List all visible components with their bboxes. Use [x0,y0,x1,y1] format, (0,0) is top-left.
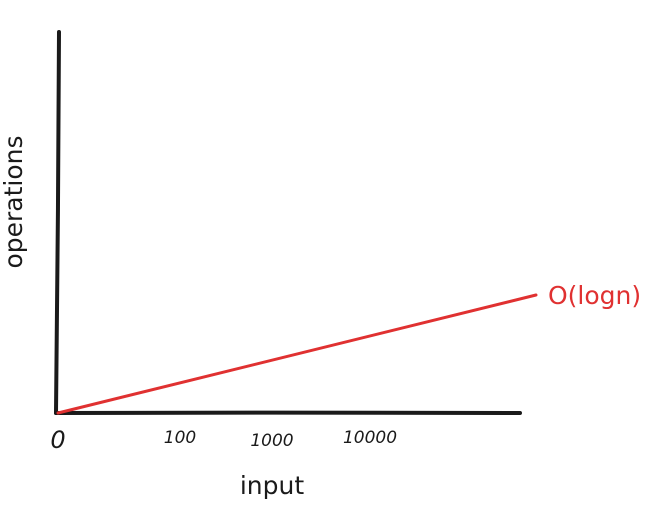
series-group: O(logn) [56,281,641,415]
x-tick-label: 100 [164,428,196,448]
x-origin-label: 0 [50,426,65,454]
x-tick-label: 1000 [250,431,293,451]
series-label-0: O(logn) [548,281,641,310]
y-axis-label: operations [0,135,28,268]
series-line-0 [56,293,538,415]
x-axis-label: input [240,471,305,500]
y-axis [54,30,61,415]
x-tick-label: 10000 [343,428,397,448]
